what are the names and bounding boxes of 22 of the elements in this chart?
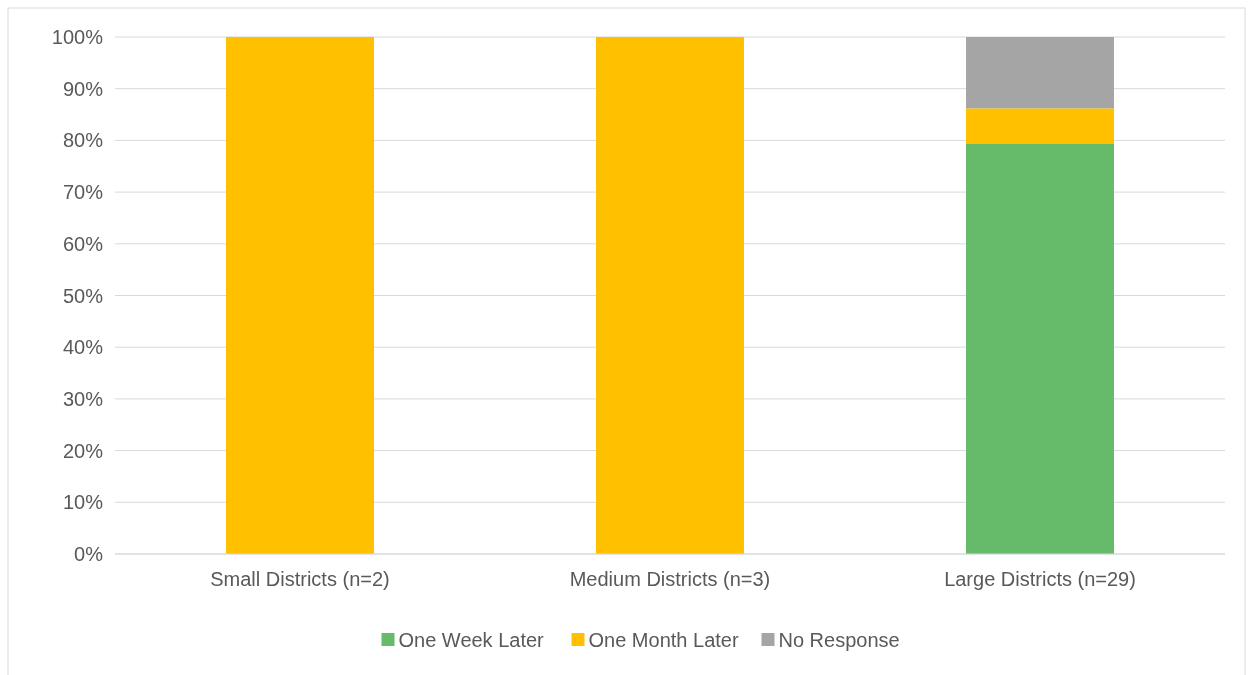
legend-label: One Month Later [588,629,739,651]
y-tick-label: 40% [62,336,104,359]
bar [966,108,1114,145]
y-tick-label: 0% [74,543,104,565]
y-tick-label: 100% [51,26,104,48]
x-tick-label: Medium Districts (n=3) [569,568,771,590]
y-tick-label: 20% [62,439,104,462]
y-tick-label: 80% [62,129,104,152]
bar [966,144,1114,554]
y-tick-label: 30% [62,387,104,410]
bar [596,37,744,554]
bar [966,37,1114,109]
y-tick-label: 90% [62,77,104,100]
y-tick-label: 10% [62,491,104,514]
x-tick-label: Large Districts (n=29) [944,568,1136,590]
legend-label: No Response [778,629,900,651]
y-tick-label: 60% [62,232,104,255]
x-tick-label: Small Districts (n=2) [210,568,390,590]
y-tick-label: 50% [62,284,104,307]
y-tick-label: 70% [62,181,104,204]
legend-label: One Week Later [398,629,545,651]
bar [226,37,374,554]
